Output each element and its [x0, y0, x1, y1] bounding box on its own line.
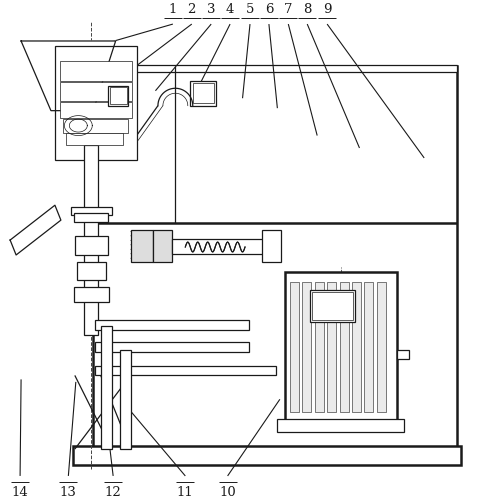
Bar — [94, 66, 457, 73]
Bar — [110, 88, 126, 105]
Bar — [340, 283, 348, 412]
Polygon shape — [10, 206, 61, 256]
Text: 4: 4 — [226, 3, 234, 16]
Text: 6: 6 — [264, 3, 273, 16]
Bar — [93, 67, 457, 449]
Bar — [153, 230, 172, 263]
Bar — [74, 288, 108, 303]
Text: 7: 7 — [284, 3, 292, 16]
Bar — [364, 283, 374, 412]
Bar — [290, 283, 299, 412]
Bar — [66, 111, 96, 151]
Bar — [327, 283, 336, 412]
Bar — [64, 120, 128, 134]
Bar — [84, 211, 98, 335]
Text: 5: 5 — [246, 3, 254, 16]
Bar — [94, 320, 249, 330]
Bar — [100, 326, 112, 449]
Bar — [84, 146, 98, 211]
Bar — [312, 292, 352, 321]
Text: 10: 10 — [219, 485, 236, 498]
Bar — [60, 83, 132, 102]
Bar — [60, 103, 132, 119]
Bar — [130, 230, 153, 263]
Text: 12: 12 — [105, 485, 122, 498]
Bar — [77, 263, 106, 280]
Text: 11: 11 — [177, 485, 194, 498]
Text: 9: 9 — [323, 3, 332, 16]
Bar — [94, 342, 249, 352]
Bar — [75, 236, 108, 256]
Text: 2: 2 — [188, 3, 196, 16]
Text: 1: 1 — [168, 3, 177, 16]
Polygon shape — [21, 42, 116, 111]
Bar — [193, 84, 214, 104]
Bar — [74, 214, 108, 222]
Bar — [190, 82, 216, 107]
Bar — [71, 208, 112, 216]
Text: 14: 14 — [12, 485, 28, 498]
Text: 13: 13 — [60, 485, 77, 498]
Bar — [285, 273, 397, 422]
Bar — [377, 283, 386, 412]
Bar — [60, 62, 132, 82]
Text: 3: 3 — [207, 3, 216, 16]
Bar — [66, 134, 123, 146]
Bar — [302, 283, 311, 412]
Bar — [262, 230, 281, 263]
Text: 8: 8 — [303, 3, 312, 16]
Bar — [278, 419, 404, 432]
Bar — [94, 367, 276, 376]
Bar — [397, 350, 409, 359]
Bar — [310, 290, 354, 323]
Bar — [352, 283, 361, 412]
Bar — [172, 239, 264, 255]
Bar — [74, 446, 462, 465]
Bar — [314, 283, 324, 412]
Bar — [108, 87, 128, 107]
Bar — [120, 350, 130, 449]
Bar — [55, 47, 137, 161]
